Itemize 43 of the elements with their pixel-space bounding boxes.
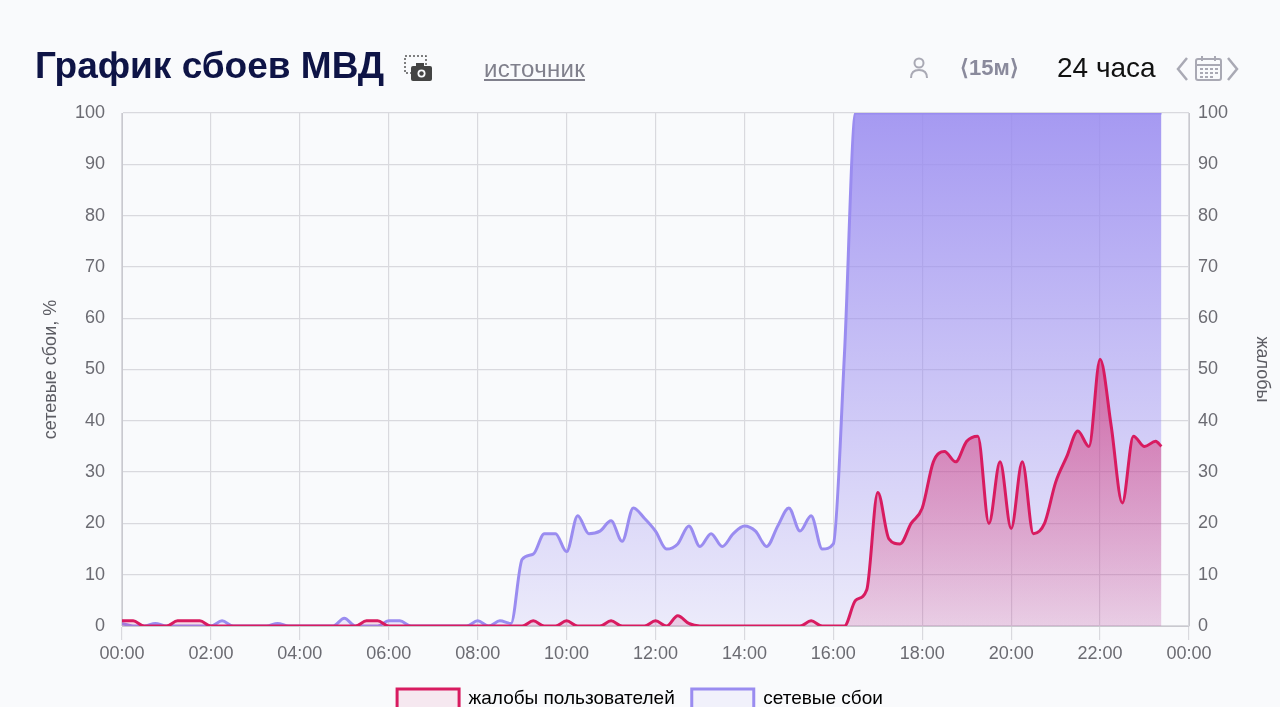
legend-label: жалобы пользователей (468, 687, 675, 707)
y2-tick-label: 100 (1198, 101, 1229, 122)
x-tick-label: 02:00 (188, 642, 234, 663)
legend-label: сетевые сбои (763, 687, 883, 707)
x-tick-label: 04:00 (277, 642, 323, 663)
text: ⟨15м⟩ (960, 54, 1019, 82)
x-tick-label: 14:00 (721, 642, 767, 663)
y2-axis-title: жалобы (1253, 336, 1274, 403)
y2-tick-label: 90 (1198, 153, 1219, 174)
y-tick-label: 0 (94, 614, 105, 635)
y-tick-label: 90 (84, 153, 105, 174)
y2-tick-label: 40 (1198, 409, 1219, 430)
y-tick-label: 80 (84, 204, 105, 225)
x-tick-label: 06:00 (366, 642, 412, 663)
text: источник (484, 55, 586, 83)
y-tick-label: 60 (84, 307, 105, 328)
y2-tick-label: 70 (1198, 255, 1219, 276)
y-tick-label: 70 (84, 255, 105, 276)
x-tick-label: 12:00 (632, 642, 679, 663)
y-tick-label: 20 (84, 512, 105, 533)
y2-tick-label: 0 (1198, 614, 1209, 635)
y-tick-label: 10 (84, 563, 105, 584)
y-tick-label: 30 (84, 461, 105, 482)
y2-tick-label: 30 (1198, 461, 1219, 482)
y-tick-label: 100 (74, 101, 105, 122)
x-tick-label: 00:00 (99, 642, 145, 663)
y2-tick-label: 10 (1198, 563, 1219, 584)
x-tick-label: 16:00 (810, 642, 856, 663)
x-tick-label: 00:00 (1166, 642, 1212, 663)
chart-title: График сбоев МВД (35, 44, 385, 88)
y2-tick-label: 80 (1198, 204, 1219, 225)
x-tick-label: 20:00 (988, 642, 1034, 663)
x-tick-label: 10:00 (544, 642, 590, 663)
y2-tick-label: 20 (1198, 512, 1219, 533)
x-tick-label: 18:00 (899, 642, 945, 663)
y-tick-label: 50 (84, 358, 105, 379)
x-tick-label: 08:00 (455, 642, 501, 663)
x-tick-label: 22:00 (1077, 642, 1123, 663)
y2-tick-label: 50 (1198, 358, 1219, 379)
text: 24 часа (1057, 51, 1156, 85)
y-axis-title: сетевые сбои, % (39, 299, 60, 440)
y2-tick-label: 60 (1198, 307, 1219, 328)
y-tick-label: 40 (84, 409, 105, 430)
